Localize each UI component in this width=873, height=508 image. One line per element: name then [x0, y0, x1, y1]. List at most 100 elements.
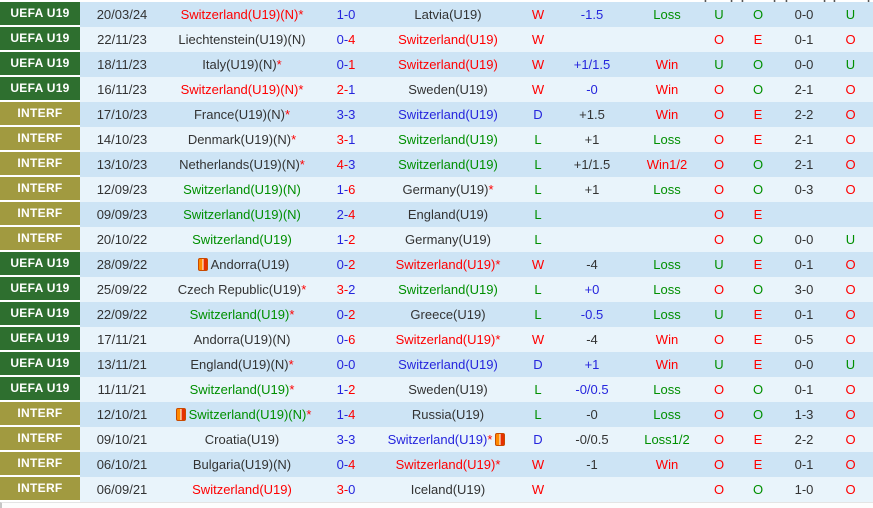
home-team[interactable]: Bulgaria(U19)(N)	[164, 452, 320, 477]
team-name[interactable]: Switzerland(U19)	[395, 457, 496, 472]
match-date: 16/11/23	[97, 82, 147, 97]
team-name[interactable]: Netherlands(U19)(N)	[179, 157, 300, 172]
over-under-halftime: O	[845, 282, 856, 297]
home-team[interactable]: Denmark(U19)(N)*	[164, 127, 320, 152]
home-team[interactable]: Switzerland(U19)(N)*	[164, 402, 320, 427]
home-team[interactable]: England(U19)(N)*	[164, 352, 320, 377]
match-date: 12/10/21	[96, 407, 148, 422]
team-name[interactable]: Switzerland(U19)(N)	[180, 7, 299, 22]
home-team[interactable]: Liechtenstein(U19)(N)	[164, 27, 320, 52]
team-name[interactable]: Andorra(U19)(N)	[193, 332, 291, 347]
team-name[interactable]: Switzerland(U19)(N)	[188, 407, 307, 422]
away-team[interactable]: Switzerland(U19)	[372, 352, 524, 377]
table-row: UEFA U19 25/09/22 Czech Republic(U19)* 3…	[0, 277, 873, 302]
team-name[interactable]: Croatia(U19)	[204, 432, 280, 447]
team-name[interactable]: Switzerland(U19)	[387, 432, 488, 447]
home-team[interactable]: Switzerland(U19)	[164, 477, 320, 502]
home-team[interactable]: Netherlands(U19)(N)*	[164, 152, 320, 177]
match-score: 1-6	[336, 182, 356, 197]
home-team[interactable]: Italy(U19)(N)*	[164, 52, 320, 77]
team-name[interactable]: Switzerland(U19)	[395, 332, 496, 347]
home-team[interactable]: Switzerland(U19)*	[164, 302, 320, 327]
away-team[interactable]: Sweden(U19)	[372, 77, 524, 102]
team-name[interactable]: Andorra(U19)	[210, 257, 290, 272]
team-name[interactable]: Czech Republic(U19)	[177, 282, 302, 297]
result-letter: L	[534, 182, 542, 197]
team-name[interactable]: Liechtenstein(U19)(N)	[178, 32, 306, 47]
match-date: 22/09/22	[96, 307, 148, 322]
home-team[interactable]: Switzerland(U19)(N)	[164, 177, 320, 202]
home-team[interactable]: Switzerland(U19)(N)*	[164, 2, 320, 27]
away-team[interactable]: Switzerland(U19)	[372, 27, 524, 52]
away-team[interactable]: Switzerland(U19)*	[372, 427, 524, 452]
team-name[interactable]: Switzerland(U19)	[398, 32, 498, 47]
home-team[interactable]: France(U19)(N)*	[164, 102, 320, 127]
match-date: 28/09/22	[96, 257, 148, 272]
team-name[interactable]: Bulgaria(U19)(N)	[192, 457, 292, 472]
home-team[interactable]: Switzerland(U19)(N)*	[164, 77, 320, 102]
over-under-halftime: U	[845, 7, 856, 22]
away-team[interactable]: Switzerland(U19)*	[372, 452, 524, 477]
match-score: 1-2	[336, 382, 356, 397]
team-name[interactable]: Switzerland(U19)(N)	[183, 207, 301, 222]
away-team[interactable]: Switzerland(U19)	[372, 277, 524, 302]
away-team[interactable]: Sweden(U19)	[372, 377, 524, 402]
team-name[interactable]: Switzerland(U19)	[398, 132, 498, 147]
halftime-score: 2-2	[794, 432, 814, 447]
team-name[interactable]: Sweden(U19)	[408, 82, 488, 97]
handicap-value: +1	[584, 182, 600, 197]
team-name[interactable]: Latvia(U19)	[414, 7, 482, 22]
away-team[interactable]: Greece(U19)	[372, 302, 524, 327]
team-name[interactable]: Switzerland(U19)	[192, 482, 292, 497]
league-badge: UEFA U19	[0, 252, 80, 277]
team-name[interactable]: England(U19)	[407, 207, 489, 222]
home-team[interactable]: Andorra(U19)(N)	[164, 327, 320, 352]
team-name[interactable]: Switzerland(U19)	[395, 257, 496, 272]
team-name[interactable]: Switzerland(U19)	[192, 232, 292, 247]
away-team[interactable]: Switzerland(U19)	[372, 152, 524, 177]
table-row: INTERF 09/09/23 Switzerland(U19)(N) 2-4 …	[0, 202, 873, 227]
result-letter: W	[531, 82, 545, 97]
team-name[interactable]: France(U19)(N)	[193, 107, 285, 122]
home-team[interactable]: Switzerland(U19)	[164, 227, 320, 252]
home-team[interactable]: Switzerland(U19)(N)	[164, 202, 320, 227]
team-name[interactable]: Switzerland(U19)	[398, 282, 498, 297]
away-team[interactable]: Switzerland(U19)	[372, 102, 524, 127]
team-name[interactable]: Sweden(U19)	[408, 382, 488, 397]
halftime-score: 1-3	[794, 407, 814, 422]
team-name[interactable]: Switzerland(U19)(N)	[180, 82, 299, 97]
team-name[interactable]: Denmark(U19)(N)	[187, 132, 292, 147]
match-score: 1-2	[336, 232, 356, 247]
away-team[interactable]: England(U19)	[372, 202, 524, 227]
home-team[interactable]: Croatia(U19)	[164, 427, 320, 452]
table-row: INTERF 06/10/21 Bulgaria(U19)(N) 0-4 Swi…	[0, 452, 873, 477]
team-name[interactable]: Russia(U19)	[411, 407, 485, 422]
away-team[interactable]: Latvia(U19)	[372, 2, 524, 27]
team-name[interactable]: Germany(U19)	[402, 182, 489, 197]
away-team[interactable]: Switzerland(U19)*	[372, 327, 524, 352]
team-name[interactable]: Switzerland(U19)	[189, 307, 290, 322]
away-team[interactable]: Switzerland(U19)	[372, 127, 524, 152]
team-name[interactable]: Switzerland(U19)	[398, 357, 498, 372]
team-name[interactable]: Switzerland(U19)	[189, 382, 290, 397]
team-name[interactable]: Italy(U19)(N)	[202, 57, 277, 72]
home-team[interactable]: Czech Republic(U19)*	[164, 277, 320, 302]
team-name[interactable]: England(U19)(N)	[190, 357, 289, 372]
away-team[interactable]: Russia(U19)	[372, 402, 524, 427]
home-team[interactable]: Andorra(U19)	[164, 252, 320, 277]
away-team[interactable]: Germany(U19)*	[372, 177, 524, 202]
team-name[interactable]: Germany(U19)	[405, 232, 491, 247]
team-name[interactable]: Switzerland(U19)	[398, 107, 498, 122]
away-team[interactable]: Switzerland(U19)	[372, 52, 524, 77]
league-badge: INTERF	[0, 152, 80, 177]
league-badge: UEFA U19	[0, 377, 80, 402]
team-name[interactable]: Switzerland(U19)	[398, 157, 498, 172]
away-team[interactable]: Switzerland(U19)*	[372, 252, 524, 277]
team-name[interactable]: Switzerland(U19)(N)	[183, 182, 301, 197]
team-name[interactable]: Greece(U19)	[410, 307, 486, 322]
team-name[interactable]: Switzerland(U19)	[398, 57, 498, 72]
away-team[interactable]: Iceland(U19)	[372, 477, 524, 502]
away-team[interactable]: Germany(U19)	[372, 227, 524, 252]
team-name[interactable]: Iceland(U19)	[410, 482, 486, 497]
home-team[interactable]: Switzerland(U19)*	[164, 377, 320, 402]
